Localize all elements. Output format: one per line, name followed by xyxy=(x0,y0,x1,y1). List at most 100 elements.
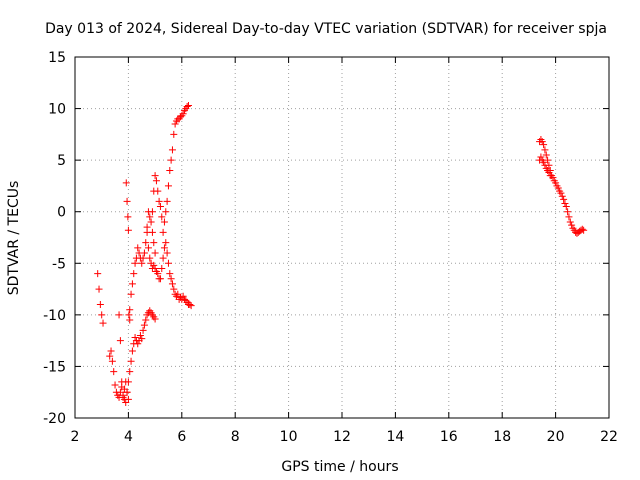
series-segment-5 xyxy=(126,208,159,314)
data-point xyxy=(111,381,119,389)
data-point xyxy=(540,141,548,149)
data-point xyxy=(154,187,162,195)
data-point xyxy=(580,226,588,234)
data-point xyxy=(162,239,170,247)
data-point xyxy=(119,391,127,399)
data-point xyxy=(163,197,171,205)
data-point xyxy=(167,156,175,164)
data-point xyxy=(146,213,154,221)
data-point xyxy=(166,166,174,174)
data-point xyxy=(162,208,170,216)
series-segment-6 xyxy=(143,228,195,310)
data-point xyxy=(146,254,154,262)
y-tick-label: 15 xyxy=(48,50,66,66)
data-point xyxy=(152,177,160,185)
data-point xyxy=(159,228,167,236)
data-point xyxy=(159,254,167,262)
x-tick-label: 16 xyxy=(440,429,458,445)
data-point xyxy=(128,280,136,288)
series-segment-3 xyxy=(115,311,132,403)
data-point xyxy=(108,357,116,365)
series-segment-4 xyxy=(122,179,134,324)
data-point xyxy=(110,368,118,376)
y-tick-label: -10 xyxy=(43,308,66,324)
data-point xyxy=(179,292,187,300)
data-point xyxy=(98,311,106,319)
data-point xyxy=(106,352,114,360)
data-point xyxy=(150,239,158,247)
data-point xyxy=(167,275,175,283)
data-point xyxy=(564,208,572,216)
data-point xyxy=(151,264,159,272)
data-point xyxy=(183,103,191,111)
data-point xyxy=(99,319,107,327)
y-tick-label: -20 xyxy=(43,411,66,427)
series-segment-9 xyxy=(536,153,554,180)
x-tick-label: 6 xyxy=(177,429,186,445)
data-point xyxy=(151,315,159,323)
data-point xyxy=(124,213,132,221)
data-point xyxy=(142,239,150,247)
data-point xyxy=(142,316,150,324)
data-point xyxy=(168,280,176,288)
y-tick-label: 10 xyxy=(48,102,66,118)
data-point xyxy=(154,270,162,278)
data-point xyxy=(561,199,569,207)
data-point xyxy=(171,120,179,128)
data-point xyxy=(136,331,144,339)
data-point xyxy=(538,138,546,146)
data-point xyxy=(150,261,158,269)
data-point xyxy=(546,172,554,180)
data-point xyxy=(565,213,573,221)
data-point xyxy=(566,218,574,226)
data-point xyxy=(166,270,174,278)
data-point xyxy=(160,244,168,252)
data-point xyxy=(123,197,131,205)
data-point xyxy=(179,110,187,118)
data-point xyxy=(134,340,142,348)
data-point xyxy=(122,378,130,386)
x-tick-label: 2 xyxy=(71,429,80,445)
data-point xyxy=(542,151,550,159)
data-point xyxy=(540,158,548,166)
data-point xyxy=(125,311,133,319)
data-point xyxy=(138,259,146,267)
data-point xyxy=(122,179,130,187)
data-point xyxy=(126,306,134,314)
data-point xyxy=(554,184,562,192)
tick-layer: 2 4 6 8 10 12 14 16 18 20 22 -20 -15 -10 -5 0 5 10 15 xyxy=(43,50,618,445)
data-point xyxy=(140,321,148,329)
data-point xyxy=(131,334,139,342)
data-point xyxy=(95,285,103,293)
data-point xyxy=(144,244,152,252)
data-point xyxy=(164,182,172,190)
data-point xyxy=(168,146,176,154)
data-point xyxy=(155,197,163,205)
data-point xyxy=(94,270,102,278)
data-points-layer xyxy=(94,101,588,407)
data-point xyxy=(541,161,549,169)
data-point xyxy=(151,249,159,257)
series-segment-1 xyxy=(94,270,107,327)
data-point xyxy=(126,316,134,324)
data-point xyxy=(160,218,168,226)
data-point xyxy=(126,368,134,376)
data-point xyxy=(170,285,178,293)
data-point xyxy=(134,244,142,252)
data-point xyxy=(96,301,104,309)
x-axis-label: GPS time / hours xyxy=(281,459,398,475)
x-tick-label: 10 xyxy=(280,429,298,445)
data-point xyxy=(147,218,155,226)
x-tick-label: 18 xyxy=(493,429,511,445)
data-point xyxy=(568,221,576,229)
x-tick-label: 14 xyxy=(386,429,404,445)
x-tick-label: 8 xyxy=(231,429,240,445)
chart-title: Day 013 of 2024, Sidereal Day-to-day VTE… xyxy=(45,21,607,37)
data-point xyxy=(158,264,166,272)
data-point xyxy=(187,302,195,310)
data-point xyxy=(545,169,553,177)
data-point xyxy=(186,301,194,309)
data-point xyxy=(138,335,146,343)
